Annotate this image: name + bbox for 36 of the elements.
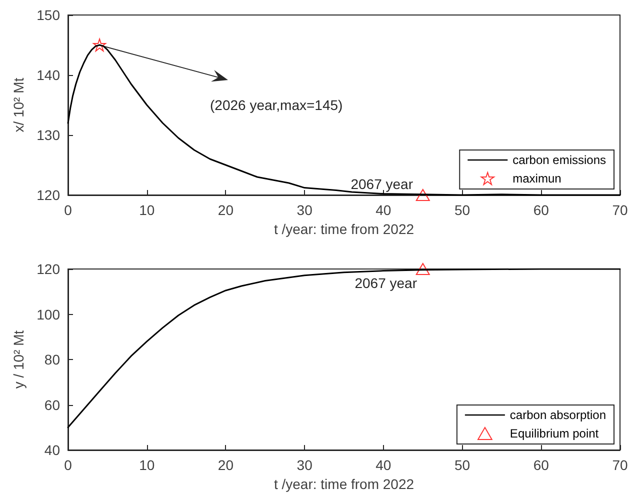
annotation: 2067 year (354, 275, 418, 291)
x-tick-label: 30 (296, 457, 313, 473)
x-tick-label: 40 (376, 457, 392, 473)
legend-label: carbon emissions (512, 153, 606, 167)
x-tick-label: 10 (139, 202, 155, 218)
x-tick-label: 10 (139, 457, 155, 473)
y-tick-label: 120 (36, 187, 60, 203)
x-tick-label: 70 (612, 202, 628, 218)
x-axis-title: t /year: time from 2022 (274, 476, 414, 492)
y-tick-label: 140 (36, 67, 60, 83)
y-tick-label: 130 (36, 127, 60, 143)
x-tick-label: 20 (218, 457, 234, 473)
legend-label: maximun (512, 172, 562, 186)
x-tick-label: 0 (64, 202, 72, 218)
y-tick-label: 120 (36, 261, 60, 277)
x-tick-label: 60 (533, 457, 550, 473)
y-tick-label: 150 (36, 7, 60, 23)
x-axis-title: t /year: time from 2022 (274, 220, 414, 237)
y-axis-title: x/ 10² Mt (10, 78, 27, 132)
annotation: (2026 year,max=145) (210, 97, 343, 113)
y-tick-label: 100 (36, 306, 60, 322)
legend-label: Equilibrium point (510, 426, 600, 440)
y-tick-label: 80 (44, 352, 60, 368)
x-tick-label: 70 (612, 457, 628, 473)
x-tick-label: 60 (533, 202, 550, 218)
x-tick-label: 0 (64, 457, 72, 473)
x-tick-label: 50 (454, 457, 470, 473)
y-tick-label: 60 (44, 396, 60, 413)
legend-label: carbon absorption (510, 408, 606, 422)
y-tick-label: 40 (44, 442, 60, 458)
x-tick-label: 30 (296, 202, 313, 218)
annotation: 2067 year (350, 176, 414, 192)
x-tick-label: 40 (376, 202, 392, 218)
y-axis-title: y / 10² Mt (10, 330, 27, 389)
x-tick-label: 20 (218, 202, 234, 218)
x-tick-label: 50 (454, 202, 470, 218)
